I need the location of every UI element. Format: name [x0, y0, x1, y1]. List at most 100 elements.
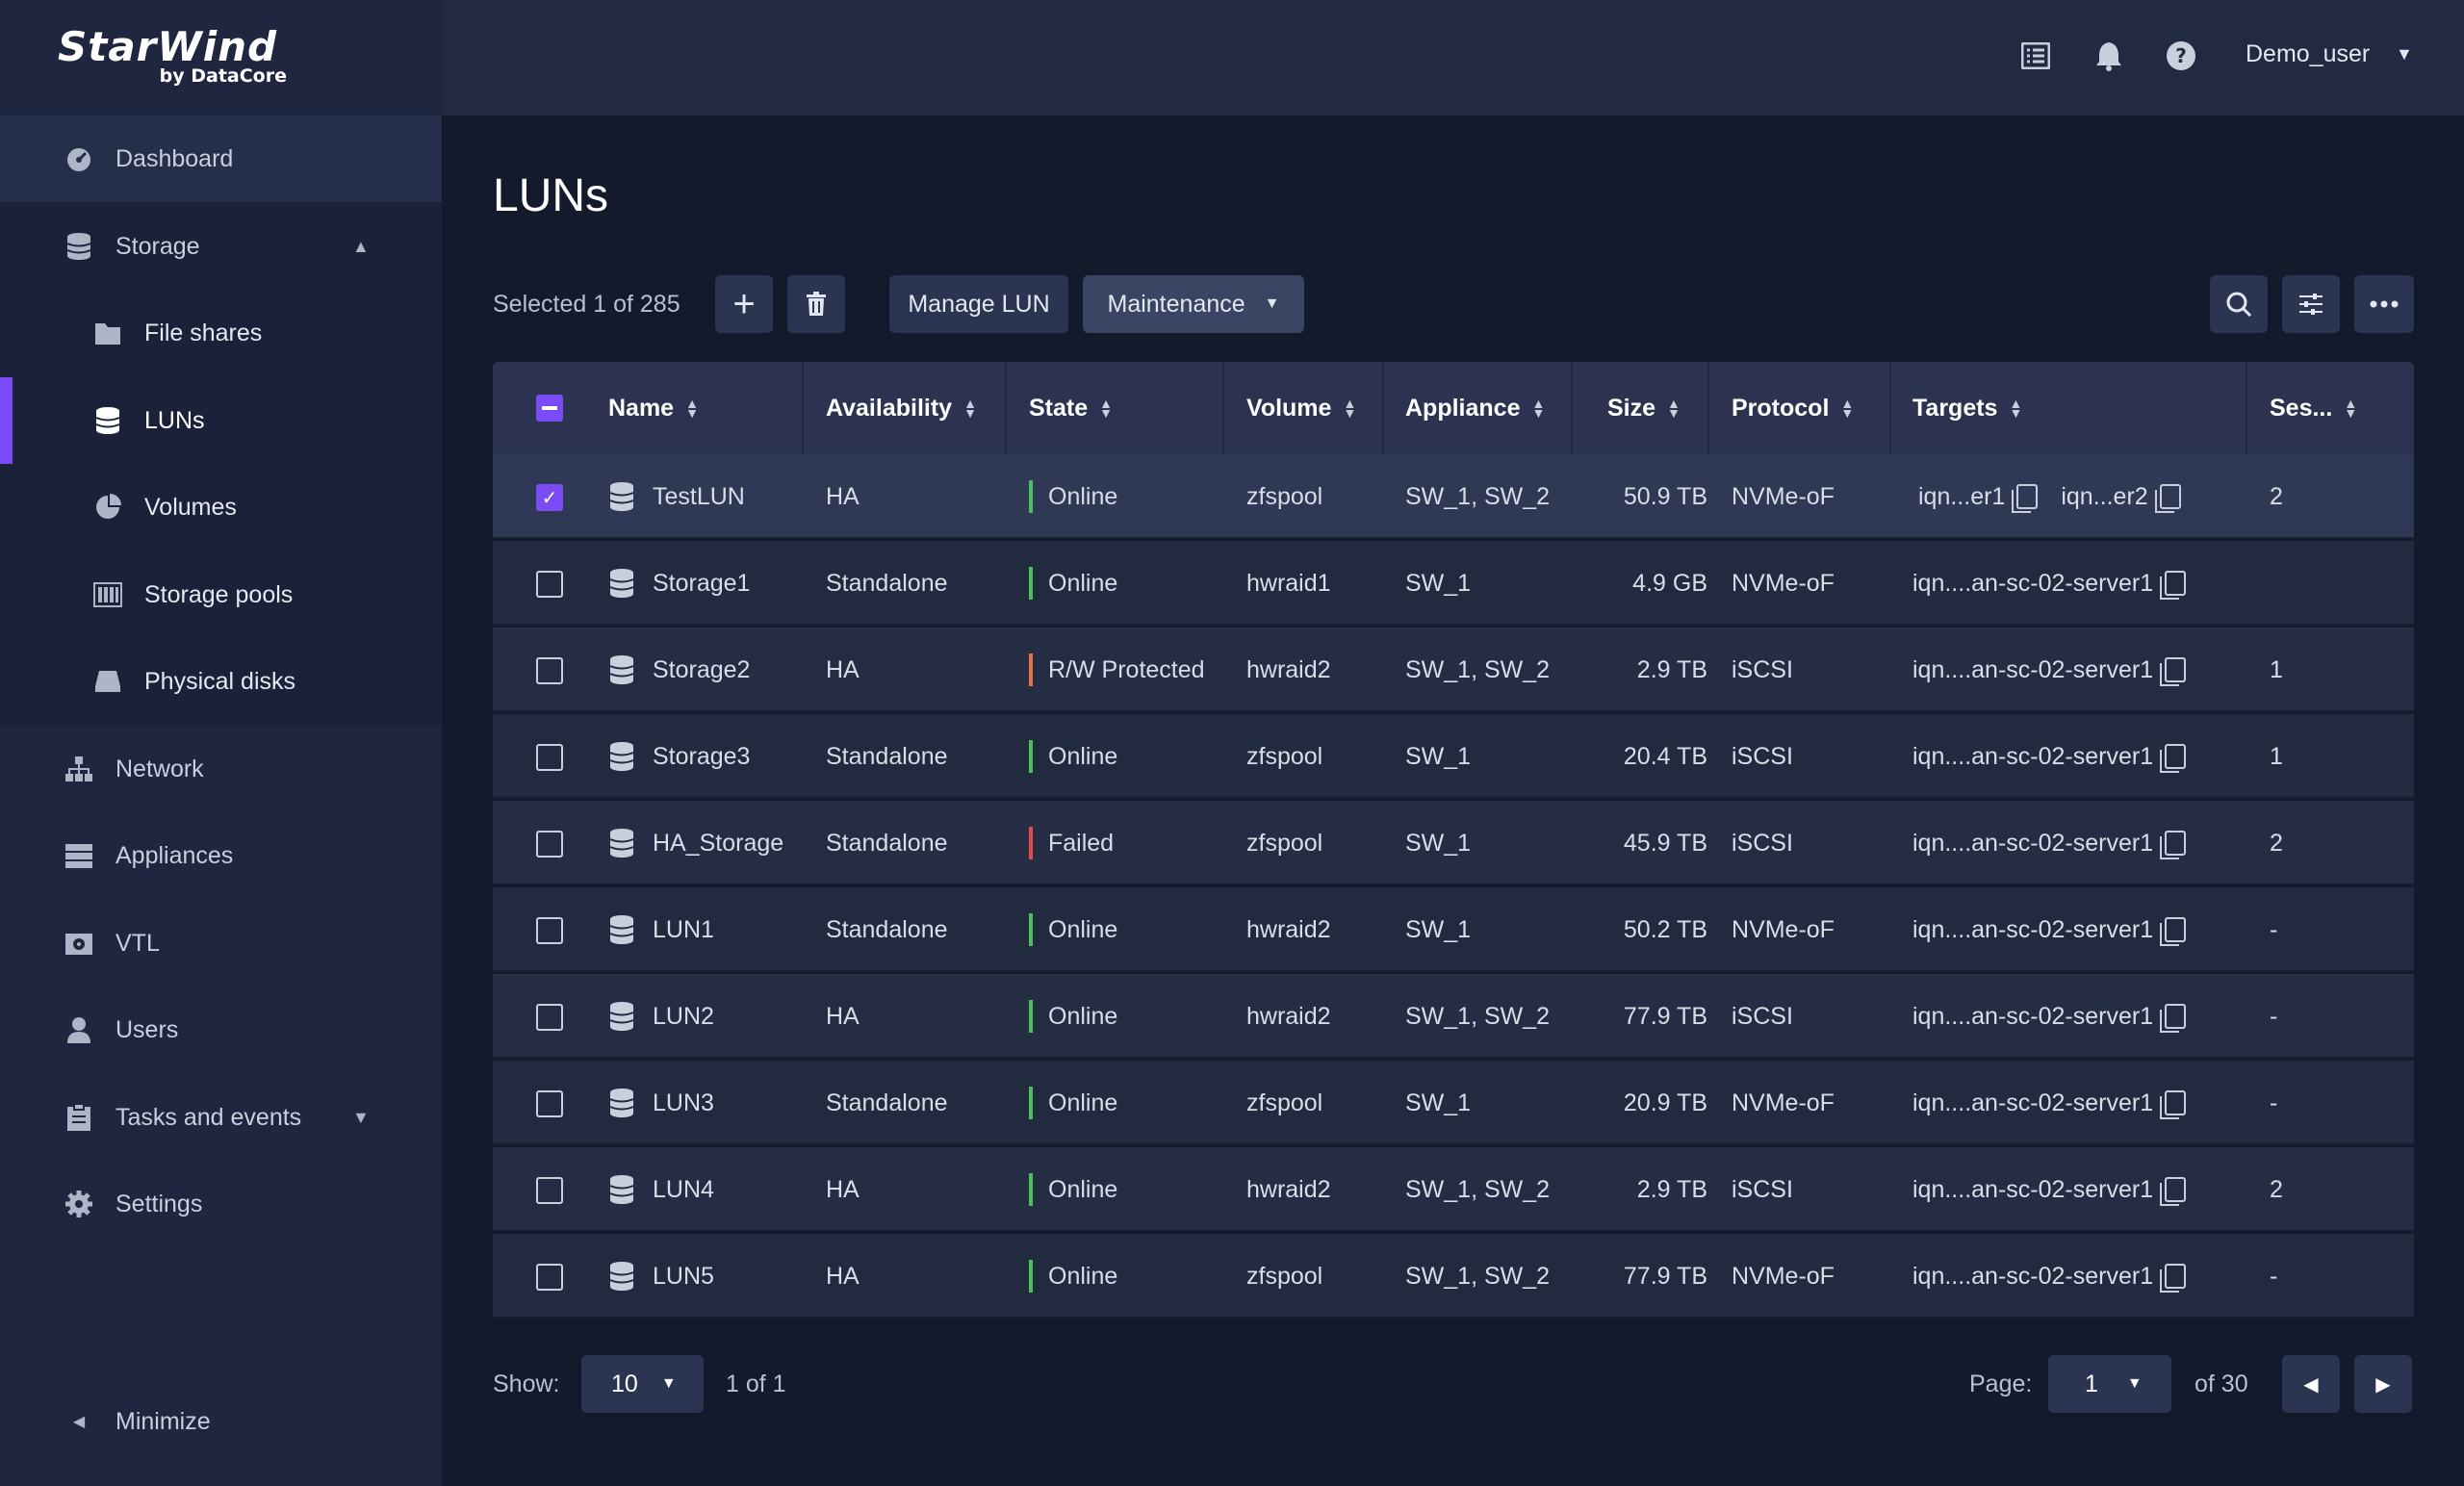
column-header-volume[interactable]: Volume ▲ ▼ [1246, 394, 1357, 422]
cell-name[interactable]: Storage2 [653, 655, 751, 683]
cell-name[interactable]: LUN3 [653, 1089, 714, 1116]
sidebar-item-volumes[interactable]: Volumes [0, 464, 442, 551]
sidebar-item-storage[interactable]: Storage ▲ [0, 203, 442, 290]
sidebar-item-settings[interactable]: Settings [0, 1161, 442, 1247]
table-row[interactable]: Storage2 HA hwraid2 SW_1, SW_2 iSCSI 1 R/W Pro… [493, 628, 2414, 712]
cell-size: 50.2 TB [1623, 915, 1707, 943]
table-row[interactable]: LUN1 Standalone hwraid2 SW_1 NVMe-oF - Online 5… [493, 887, 2414, 972]
copy-icon[interactable] [2160, 1177, 2187, 1206]
column-header-size[interactable]: Size ▲ ▼ [1607, 394, 1681, 422]
cell-name[interactable]: LUN5 [653, 1262, 714, 1290]
list-view-icon[interactable] [2018, 38, 2053, 73]
sidebar-item-label: Volumes [144, 493, 237, 521]
next-page-button[interactable]: ▶ [2354, 1355, 2412, 1413]
row-checkbox[interactable] [536, 1177, 563, 1204]
sidebar-item-network[interactable]: Network [0, 726, 442, 812]
row-checkbox[interactable] [536, 831, 563, 858]
status-indicator [1029, 567, 1033, 600]
column-header-state[interactable]: State ▲ ▼ [1029, 394, 1113, 422]
sidebar-item-users[interactable]: Users [0, 986, 442, 1073]
user-menu[interactable]: Demo_user [2246, 40, 2371, 67]
database-icon [609, 1089, 634, 1117]
cell-name[interactable]: Storage1 [653, 569, 751, 597]
minimize-button[interactable]: ◀ Minimize [0, 1378, 442, 1465]
sidebar-item-appliances[interactable]: Appliances [0, 812, 442, 899]
chevron-down-icon[interactable]: ▼ [352, 1107, 370, 1127]
column-header-appliance[interactable]: Appliance ▲ ▼ [1405, 394, 1546, 422]
sidebar-item-physical-disks[interactable]: Physical disks [0, 638, 442, 725]
row-checkbox[interactable] [536, 1004, 563, 1031]
sidebar-item-luns[interactable]: LUNs [0, 377, 442, 464]
sidebar-item-label: LUNs [144, 406, 205, 434]
sidebar-item-storage-pools[interactable]: Storage pools [0, 551, 442, 638]
row-checkbox[interactable] [536, 571, 563, 598]
sidebar-item-dashboard[interactable]: Dashboard [0, 115, 442, 202]
copy-icon[interactable] [2160, 657, 2187, 686]
cell-name[interactable]: Storage3 [653, 742, 751, 770]
table-row[interactable]: LUN2 HA hwraid2 SW_1, SW_2 iSCSI - Online 77.9 … [493, 974, 2414, 1059]
cell-volume: zfspool [1246, 829, 1323, 857]
column-header-protocol[interactable]: Protocol ▲ ▼ [1732, 394, 1855, 422]
table-row[interactable]: HA_Storage Standalone zfspool SW_1 iSCSI 2 Fai… [493, 801, 2414, 885]
copy-icon[interactable] [2160, 831, 2187, 859]
column-header-sessions[interactable]: Ses... ▲ ▼ [2270, 394, 2358, 422]
copy-icon[interactable] [2012, 484, 2039, 513]
chevron-down-icon[interactable]: ▼ [2396, 44, 2413, 64]
sidebar-item-file-shares[interactable]: File shares [0, 290, 442, 376]
table-row[interactable]: LUN5 HA zfspool SW_1, SW_2 NVMe-oF - Online 77.… [493, 1234, 2414, 1319]
delete-button[interactable] [787, 275, 845, 333]
column-header-targets[interactable]: Targets ▲ ▼ [1912, 394, 2023, 422]
cell-volume: zfspool [1246, 482, 1323, 510]
brand-logo[interactable]: StarWind by DataCore [58, 23, 298, 90]
page-select[interactable]: 1 ▼ [2048, 1355, 2171, 1413]
manage-lun-button[interactable]: Manage LUN [889, 275, 1068, 333]
copy-icon[interactable] [2160, 1004, 2187, 1033]
chevron-up-icon[interactable]: ▲ [352, 236, 370, 256]
prev-page-button[interactable]: ◀ [2282, 1355, 2340, 1413]
row-checkbox[interactable]: ✓ [536, 484, 563, 511]
table-row[interactable]: ✓ TestLUN HA zfspool SW_1, SW_2 NVMe-oF 2 Onlin… [493, 454, 2414, 539]
luns-table: Name ▲ ▼ Availability ▲ ▼ State ▲ ▼ Volume ▲ ▼ A… [493, 362, 2414, 1324]
column-header-availability[interactable]: Availability ▲ ▼ [826, 394, 977, 422]
maintenance-dropdown[interactable]: Maintenance ▼ [1083, 275, 1304, 333]
select-all-checkbox[interactable] [536, 395, 563, 422]
column-header-name[interactable]: Name ▲ ▼ [608, 394, 699, 422]
search-button[interactable] [2210, 275, 2268, 333]
cell-state: Online [1029, 1061, 1117, 1145]
cell-name[interactable]: HA_Storage [653, 829, 784, 857]
row-checkbox[interactable] [536, 1264, 563, 1291]
more-options-button[interactable] [2354, 275, 2414, 333]
sidebar-item-vtl[interactable]: VTL [0, 900, 442, 986]
cell-appliance: SW_1, SW_2 [1405, 482, 1551, 510]
cell-protocol: NVMe-oF [1732, 1089, 1835, 1116]
copy-icon[interactable] [2154, 484, 2181, 513]
table-row[interactable]: Storage3 Standalone zfspool SW_1 iSCSI 1 Onlin… [493, 714, 2414, 799]
add-button[interactable]: + [715, 275, 773, 333]
table-row[interactable]: LUN3 Standalone zfspool SW_1 NVMe-oF - Online 2… [493, 1061, 2414, 1145]
target-text: iqn....an-sc-02-server1 [1912, 1262, 2154, 1290]
table-row[interactable]: Storage1 Standalone hwraid1 SW_1 NVMe-oF Onli… [493, 541, 2414, 626]
copy-icon[interactable] [2160, 1264, 2187, 1293]
cell-name[interactable]: LUN4 [653, 1175, 714, 1203]
row-checkbox[interactable] [536, 657, 563, 684]
page-size-select[interactable]: 10 ▼ [581, 1355, 704, 1413]
row-checkbox[interactable] [536, 744, 563, 771]
status-indicator [1029, 913, 1033, 946]
cell-name[interactable]: LUN1 [653, 915, 714, 943]
copy-icon[interactable] [2160, 744, 2187, 773]
help-icon[interactable]: ? [2164, 38, 2198, 73]
copy-icon[interactable] [2160, 571, 2187, 600]
copy-icon[interactable] [2160, 1090, 2187, 1119]
table-row[interactable]: LUN4 HA hwraid2 SW_1, SW_2 iSCSI 2 Online 2.9 T… [493, 1147, 2414, 1232]
filter-button[interactable] [2282, 275, 2340, 333]
row-checkbox[interactable] [536, 1090, 563, 1117]
cell-name[interactable]: LUN2 [653, 1002, 714, 1030]
cell-appliance: SW_1 [1405, 569, 1472, 597]
copy-icon[interactable] [2160, 917, 2187, 946]
row-checkbox[interactable] [536, 917, 563, 944]
cell-name[interactable]: TestLUN [653, 482, 745, 510]
status-text: Online [1048, 915, 1118, 943]
bell-icon[interactable] [2092, 38, 2126, 73]
target-text: iqn....an-sc-02-server1 [1912, 569, 2154, 597]
sidebar-item-tasks-and-events[interactable]: Tasks and events ▼ [0, 1074, 442, 1161]
